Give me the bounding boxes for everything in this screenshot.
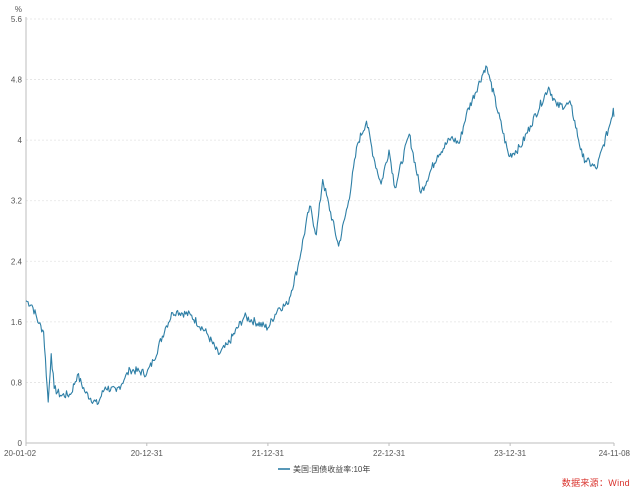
y-tick-label: 1.6 — [11, 318, 23, 327]
y-tick-label: 0.8 — [11, 378, 23, 387]
legend: 美国:国债收益率:10年 — [278, 464, 370, 474]
x-tick-label: 23-12-31 — [494, 449, 527, 458]
gridlines — [26, 18, 614, 383]
x-tick-label: 21-12-31 — [252, 449, 285, 458]
x-tick-label: 24-11-08 — [599, 449, 631, 458]
y-tick-label: 2.4 — [11, 257, 23, 266]
legend-label: 美国:国债收益率:10年 — [293, 464, 370, 474]
x-tick-label: 22-12-31 — [373, 449, 406, 458]
plot-area — [25, 65, 615, 405]
axes: 0 0.8 1.6 2.4 3.2 4 4.8 5.6% 20-01-02 20-12-31 21-… — [4, 5, 631, 458]
data-source-note: 数据来源：Wind — [561, 478, 630, 488]
y-tick-label: 4.8 — [11, 76, 23, 85]
y-tick-label: 4 — [18, 136, 23, 145]
y-tick-label: 3.2 — [11, 197, 23, 206]
x-tick-label: 20-12-31 — [131, 449, 164, 458]
y-tick-label: 5.6 — [11, 15, 23, 24]
series-line-us-10y-yield — [25, 65, 615, 405]
x-tick-label: 20-01-02 — [4, 449, 37, 458]
y-unit-label: % — [15, 5, 22, 14]
y-tick-label: 0 — [18, 439, 23, 448]
